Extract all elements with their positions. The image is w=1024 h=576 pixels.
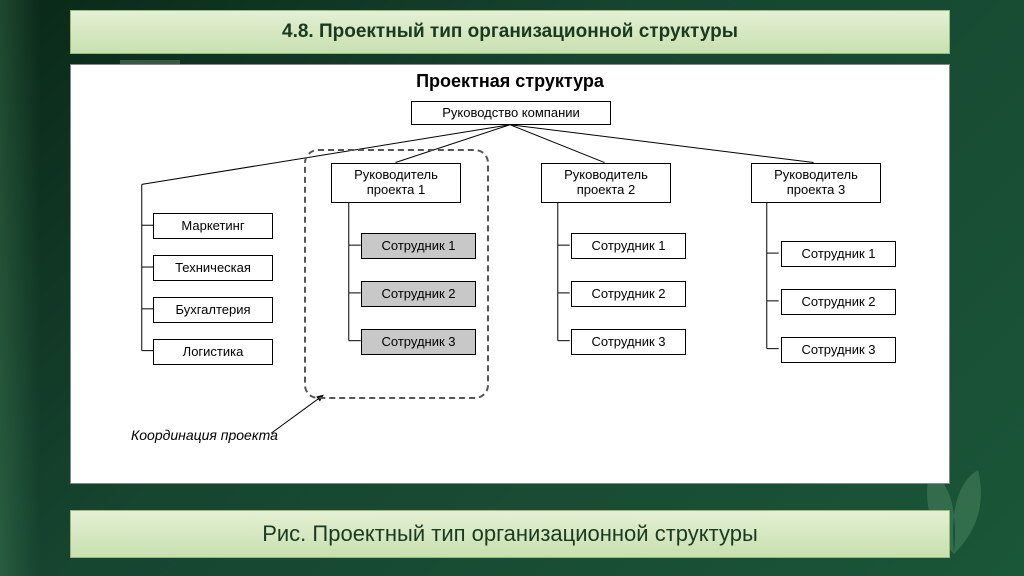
employee-box: Сотрудник 1 xyxy=(571,233,686,259)
left-decor xyxy=(0,0,40,576)
department-box: Логистика xyxy=(153,339,273,365)
project-head-box: Руководитель проекта 3 xyxy=(751,163,881,203)
employee-box: Сотрудник 3 xyxy=(361,329,476,355)
coordination-annotation: Координация проекта xyxy=(131,427,278,443)
department-box: Маркетинг xyxy=(153,213,273,239)
slide-footer-caption: Рис. Проектный тип организационной струк… xyxy=(70,510,950,558)
employee-box: Сотрудник 2 xyxy=(571,281,686,307)
project-head-box: Руководитель проекта 2 xyxy=(541,163,671,203)
diagram-panel: Проектная структура Руководство компании… xyxy=(70,64,950,484)
employee-box: Сотрудник 3 xyxy=(571,329,686,355)
employee-box: Сотрудник 2 xyxy=(361,281,476,307)
footer-text: Рис. Проектный тип организационной струк… xyxy=(262,521,758,547)
employee-box: Сотрудник 1 xyxy=(361,233,476,259)
slide-header-text: 4.8. Проектный тип организационной струк… xyxy=(282,21,738,43)
project-head-box: Руководитель проекта 1 xyxy=(331,163,461,203)
chart-title: Проектная структура xyxy=(71,71,949,92)
employee-box: Сотрудник 3 xyxy=(781,337,896,363)
root-box: Руководство компании xyxy=(411,101,611,125)
employee-box: Сотрудник 2 xyxy=(781,289,896,315)
employee-box: Сотрудник 1 xyxy=(781,241,896,267)
department-box: Техническая xyxy=(153,255,273,281)
department-box: Бухгалтерия xyxy=(153,297,273,323)
slide-header: 4.8. Проектный тип организационной струк… xyxy=(70,10,950,54)
